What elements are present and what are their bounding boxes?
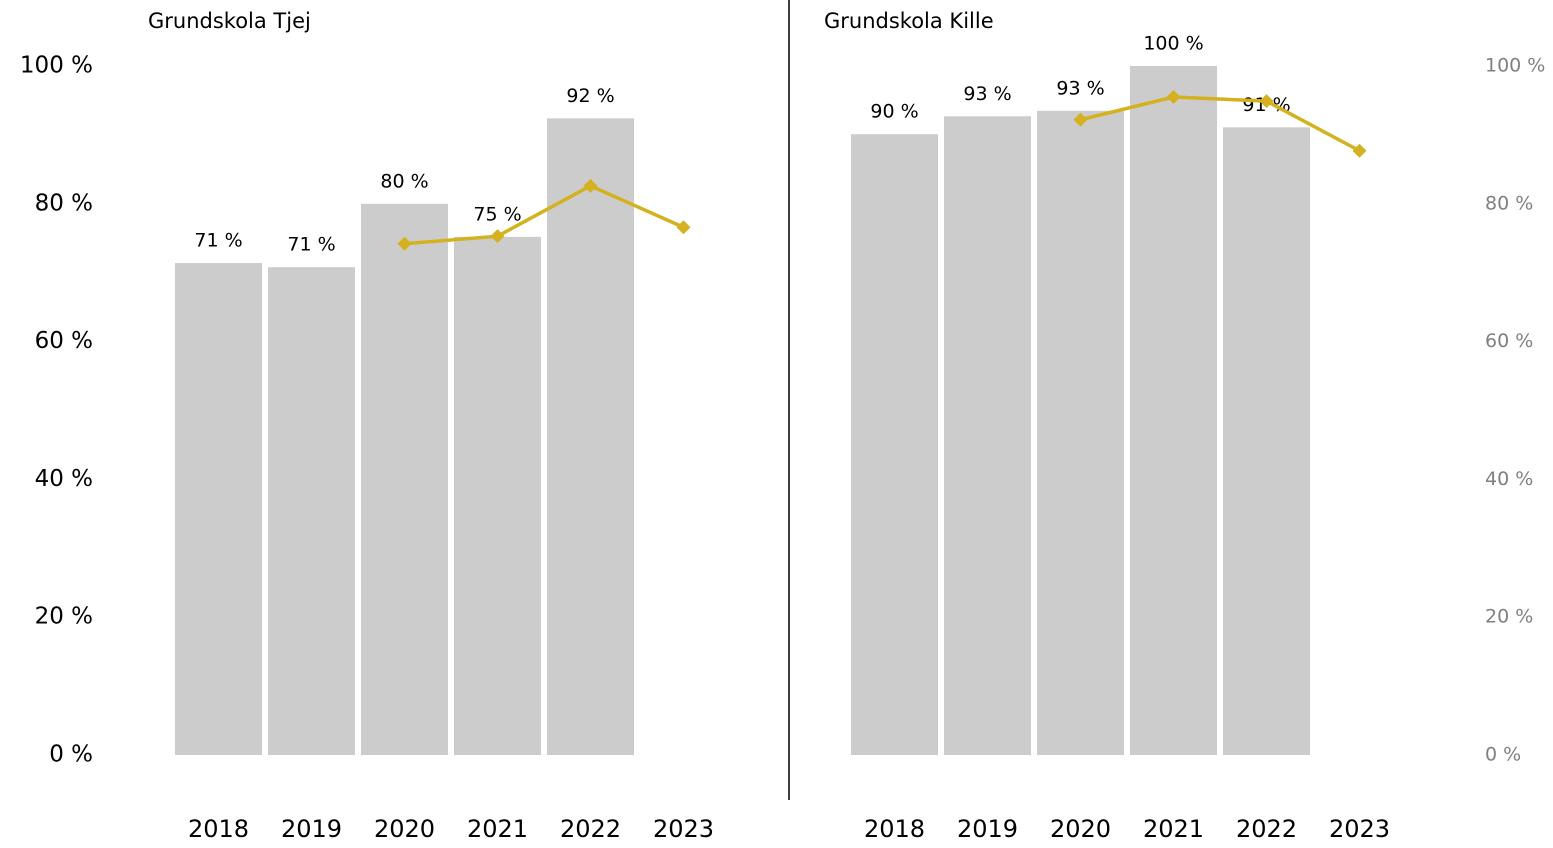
y-tick-label: 60 % xyxy=(35,328,93,354)
x-tick-label: 2018 xyxy=(188,815,249,843)
bar xyxy=(268,267,355,755)
y-tick-label: 100 % xyxy=(1485,55,1545,77)
x-tick-label: 2023 xyxy=(653,815,714,843)
y-tick-label: 80 % xyxy=(35,190,93,216)
bar xyxy=(454,236,541,755)
chart-title: Grundskola Kille xyxy=(824,9,994,33)
x-tick-label: 2018 xyxy=(864,815,925,843)
x-tick-label: 2022 xyxy=(560,815,621,843)
bar xyxy=(1130,66,1217,755)
x-tick-label: 2020 xyxy=(374,815,435,843)
y-tick-label: 60 % xyxy=(1485,330,1533,352)
bar xyxy=(361,203,448,756)
x-tick-label: 2021 xyxy=(467,815,528,843)
line-marker xyxy=(1166,90,1181,105)
y-tick-label: 80 % xyxy=(1485,192,1533,214)
x-tick-label: 2022 xyxy=(1236,815,1297,843)
line-marker xyxy=(490,229,505,244)
line-marker xyxy=(397,236,412,251)
y-tick-label: 100 % xyxy=(20,53,93,79)
data-label: 71 % xyxy=(287,234,335,256)
bar xyxy=(547,118,634,755)
x-tick-label: 2019 xyxy=(281,815,342,843)
bar xyxy=(175,263,262,755)
chart-title: Grundskola Tjej xyxy=(148,9,311,33)
line-marker xyxy=(1073,112,1088,127)
line xyxy=(404,183,685,246)
line-marker xyxy=(583,178,598,193)
y-tick-label: 40 % xyxy=(35,466,93,492)
line xyxy=(1080,95,1361,153)
line-marker xyxy=(1352,143,1367,158)
x-tick-label: 2023 xyxy=(1329,815,1390,843)
bar xyxy=(944,116,1031,755)
data-label: 93 % xyxy=(963,83,1011,105)
data-label: 93 % xyxy=(1056,77,1104,99)
bar xyxy=(851,134,938,755)
line-marker xyxy=(1259,94,1274,109)
data-label: 71 % xyxy=(194,230,242,252)
bar xyxy=(1223,127,1310,756)
data-label: 75 % xyxy=(473,203,521,225)
x-tick-label: 2021 xyxy=(1143,815,1204,843)
y-tick-label: 20 % xyxy=(35,604,93,630)
y-tick-label: 40 % xyxy=(1485,468,1533,490)
data-label: 100 % xyxy=(1143,33,1203,55)
y-tick-label: 20 % xyxy=(1485,606,1533,628)
x-tick-label: 2019 xyxy=(957,815,1018,843)
bar xyxy=(1037,110,1124,755)
y-tick-label: 0 % xyxy=(49,742,93,768)
data-label: 90 % xyxy=(870,101,918,123)
data-label: 80 % xyxy=(380,170,428,192)
y-tick-label: 0 % xyxy=(1485,744,1521,766)
line-marker xyxy=(676,220,691,235)
x-tick-label: 2020 xyxy=(1050,815,1111,843)
data-label: 92 % xyxy=(566,85,614,107)
